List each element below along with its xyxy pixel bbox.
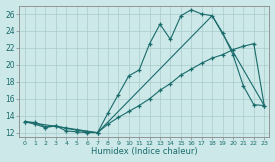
X-axis label: Humidex (Indice chaleur): Humidex (Indice chaleur) xyxy=(91,147,198,156)
